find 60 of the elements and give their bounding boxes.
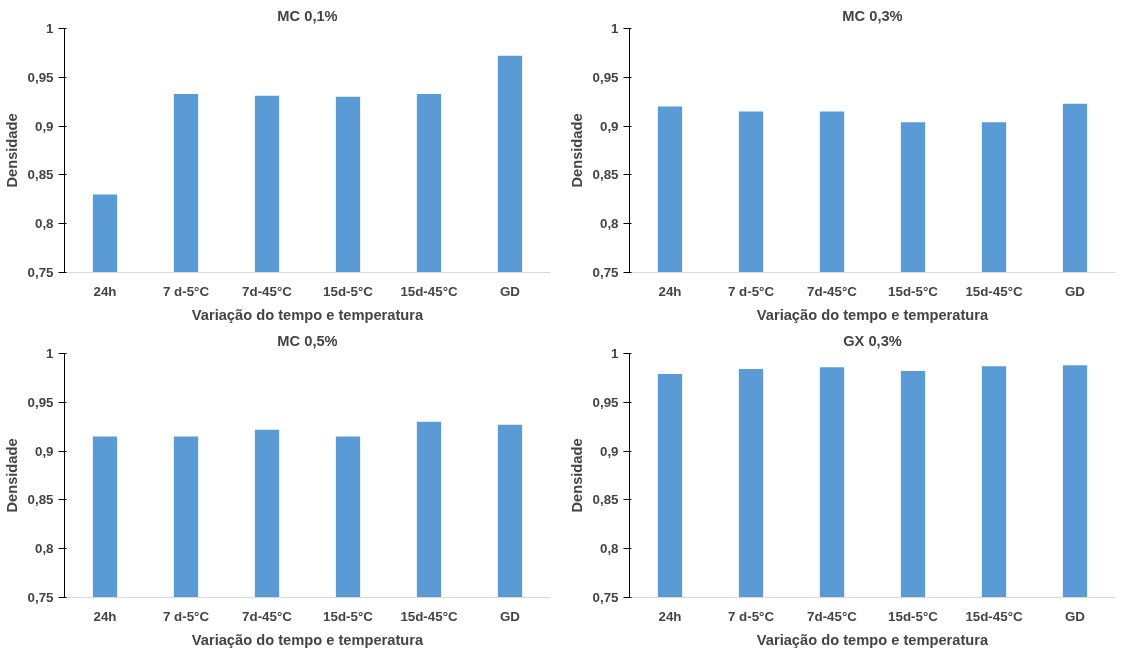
y-tick-label: 0,85: [27, 167, 55, 183]
x-tick-label: 15d-5°C: [323, 283, 374, 299]
x-tick-label: 7 d-5°C: [162, 608, 210, 624]
x-axis-title: Variação do tempo e temperatura: [191, 631, 425, 648]
y-tick-label: 0,75: [592, 265, 620, 280]
y-tick-label: 0,85: [592, 167, 620, 183]
y-tick-label: 0,9: [34, 443, 54, 459]
y-axis-title: Densidade: [568, 113, 585, 188]
x-tick-label: 24h: [93, 608, 117, 624]
x-tick-label: GD: [500, 283, 521, 299]
x-tick-label: 7d-45°C: [807, 608, 858, 624]
x-axis-title: Variação do tempo e temperatura: [756, 631, 990, 648]
x-tick-label: 7d-45°C: [242, 608, 293, 624]
y-tick-label: 0,8: [34, 541, 54, 557]
x-tick-label: 15d-45°C: [965, 608, 1023, 624]
y-tick-label: 0,8: [34, 216, 54, 232]
x-tick-label: 7d-45°C: [242, 283, 293, 299]
x-tick-label: 7 d-5°C: [727, 283, 775, 299]
x-tick-label: GD: [1065, 283, 1086, 299]
x-tick-label: 15d-45°C: [400, 608, 458, 624]
y-tick-label: 0,75: [27, 590, 55, 605]
x-tick-label: 7 d-5°C: [727, 608, 775, 624]
y-tick-label: 1: [611, 21, 620, 36]
x-tick-label: 15d-45°C: [965, 283, 1023, 299]
x-tick-label: 24h: [658, 283, 682, 299]
y-tick-label: 0,85: [27, 492, 55, 508]
x-tick-label: 15d-45°C: [400, 283, 458, 299]
chart-title: MC 0,1%: [277, 7, 338, 24]
y-tick-label: 0,95: [27, 69, 55, 85]
y-axis-title: Densidade: [3, 113, 20, 188]
y-tick-label: 0,85: [592, 492, 620, 508]
x-tick-label: 7 d-5°C: [162, 283, 210, 299]
y-axis-title: Densidade: [3, 438, 20, 513]
x-axis-title: Variação do tempo e temperatura: [756, 306, 990, 323]
x-tick-label: GD: [1065, 608, 1086, 624]
y-tick-label: 0,8: [599, 216, 619, 232]
y-tick-label: 0,95: [592, 69, 620, 85]
x-tick-label: 24h: [93, 283, 117, 299]
y-tick-label: 0,75: [27, 265, 55, 280]
x-tick-label: GD: [500, 608, 521, 624]
x-tick-label: 15d-5°C: [888, 283, 939, 299]
y-tick-label: 0,75: [592, 590, 620, 605]
y-axis-title: Densidade: [568, 438, 585, 513]
y-tick-label: 1: [46, 346, 55, 361]
x-tick-label: 15d-5°C: [323, 608, 374, 624]
x-tick-label: 15d-5°C: [888, 608, 939, 624]
x-tick-label: 24h: [658, 608, 682, 624]
y-tick-label: 0,95: [592, 394, 620, 410]
y-tick-label: 0,9: [599, 118, 619, 134]
x-axis-title: Variação do tempo e temperatura: [191, 306, 425, 323]
chart-title: GX 0,3%: [843, 332, 902, 349]
y-tick-label: 1: [46, 21, 55, 36]
y-tick-label: 1: [611, 346, 620, 361]
y-tick-label: 0,8: [599, 541, 619, 557]
chart-title: MC 0,3%: [842, 7, 903, 24]
y-tick-label: 0,9: [599, 443, 619, 459]
x-tick-label: 7d-45°C: [807, 283, 858, 299]
chart-title: MC 0,5%: [277, 332, 338, 349]
y-tick-label: 0,9: [34, 118, 54, 134]
y-tick-label: 0,95: [27, 394, 55, 410]
